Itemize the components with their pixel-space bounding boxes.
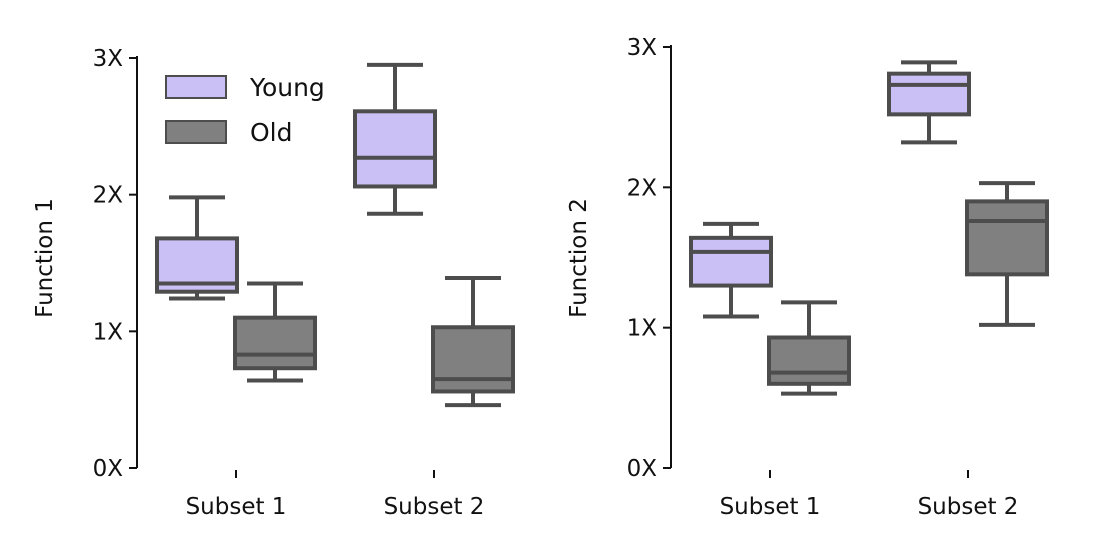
y-tick-label: 2X xyxy=(627,175,658,201)
legend-swatch-young xyxy=(165,75,227,99)
legend-label-young: Young xyxy=(249,73,325,102)
box-1-old-2 xyxy=(431,325,515,394)
legend-swatch-old xyxy=(165,120,227,144)
y-axis-label: Function 1 xyxy=(32,198,58,318)
y-tick-label: 2X xyxy=(93,183,124,209)
box-2-old-2 xyxy=(965,199,1049,277)
legend-label-old: Old xyxy=(250,118,293,147)
y-tick-label: 1X xyxy=(627,316,658,342)
x-tick-label: Subset 2 xyxy=(918,494,1019,520)
y-tick-label: 0X xyxy=(627,456,658,482)
box-2-young-1 xyxy=(689,235,773,288)
x-tick-label: Subset 2 xyxy=(384,494,485,520)
box-1-young-2 xyxy=(353,109,437,189)
box-2-old-1 xyxy=(767,335,851,386)
y-tick-label: 3X xyxy=(627,35,658,61)
y-tick-label: 1X xyxy=(93,319,124,345)
y-axis-label: Function 2 xyxy=(566,198,592,318)
box-1-old-1 xyxy=(233,315,317,371)
x-tick-label: Subset 1 xyxy=(720,494,821,520)
box-2-young-2 xyxy=(887,71,971,117)
y-tick-label: 3X xyxy=(93,46,124,72)
x-tick-label: Subset 1 xyxy=(186,494,287,520)
y-tick-label: 0X xyxy=(93,456,124,482)
